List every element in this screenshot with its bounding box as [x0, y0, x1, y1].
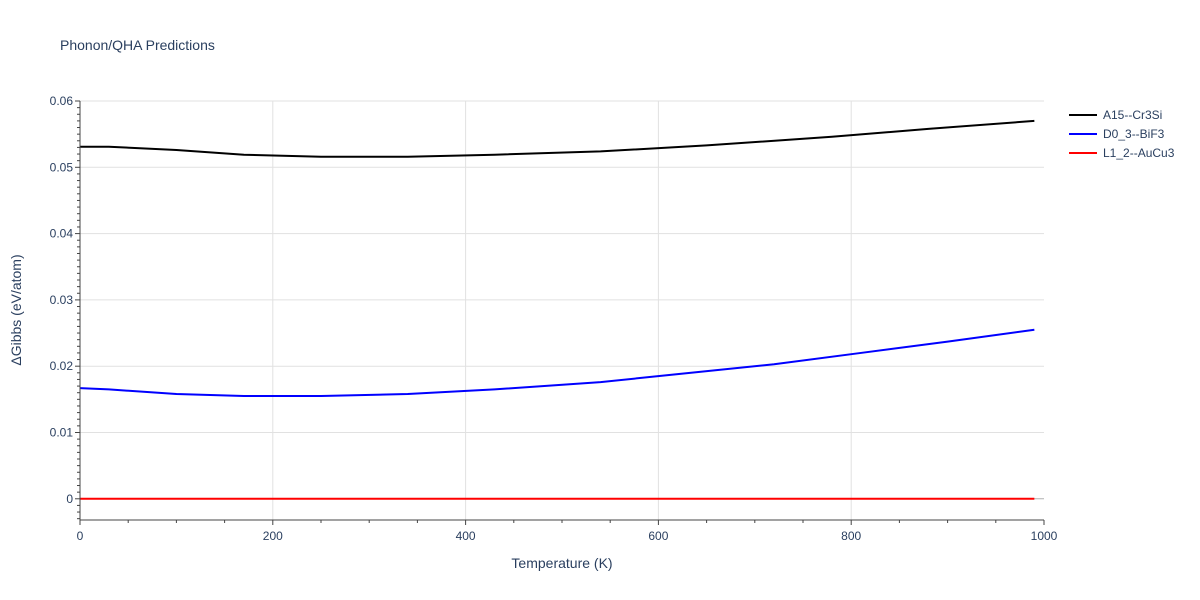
- y-tick-label: 0.04: [50, 227, 74, 241]
- y-tick-label: 0: [66, 492, 73, 506]
- plot-background: [80, 101, 1044, 520]
- x-axis-title: Temperature (K): [511, 555, 612, 571]
- series-line-1: [79, 328, 1035, 398]
- series-layer: [79, 119, 1035, 500]
- x-tick-label: 200: [263, 529, 283, 543]
- x-tick-label: 1000: [1031, 529, 1058, 543]
- legend-label: D0_3--BiF3: [1103, 127, 1165, 141]
- x-tick-label: 800: [841, 529, 861, 543]
- y-tick-label: 0.06: [50, 94, 74, 108]
- axes: [75, 100, 1045, 525]
- y-tick-label: 0.01: [50, 425, 74, 439]
- x-tick-label: 400: [456, 529, 476, 543]
- y-tick-label: 0.03: [50, 293, 74, 307]
- legend-label: L1_2--AuCu3: [1103, 146, 1175, 160]
- y-axis-title: ΔGibbs (eV/atom): [8, 254, 24, 365]
- legend: A15--Cr3Si D0_3--BiF3 L1_2--AuCu3: [1069, 108, 1175, 160]
- chart-title: Phonon/QHA Predictions: [60, 37, 215, 53]
- tick-labels: 0 200 400 600 800 1000 0 0.01 0.02 0.03 0.04 0.05 0.…: [50, 94, 1058, 543]
- y-tick-label: 0.05: [50, 160, 74, 174]
- x-tick-label: 600: [648, 529, 668, 543]
- x-tick-label: 0: [77, 529, 84, 543]
- legend-label: A15--Cr3Si: [1103, 108, 1162, 122]
- y-tick-label: 0.02: [50, 359, 74, 373]
- series-line-0: [80, 119, 1035, 158]
